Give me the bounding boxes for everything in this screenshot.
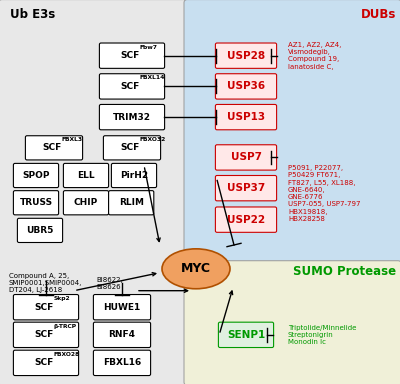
FancyBboxPatch shape — [100, 74, 165, 99]
Text: SUMO Protease: SUMO Protease — [293, 265, 396, 278]
Text: SCF: SCF — [34, 330, 54, 339]
Text: BI8622,
BI8626: BI8622, BI8626 — [96, 277, 123, 291]
Text: Triptolide/Minnelide
Streptonigrin
Monodin Ic: Triptolide/Minnelide Streptonigrin Monod… — [288, 324, 356, 345]
FancyBboxPatch shape — [14, 350, 79, 376]
FancyBboxPatch shape — [14, 322, 79, 348]
FancyBboxPatch shape — [18, 218, 62, 243]
FancyBboxPatch shape — [184, 261, 400, 384]
Text: β-TRCP: β-TRCP — [54, 324, 77, 329]
Text: FBXL3: FBXL3 — [62, 137, 83, 142]
Text: DUBs: DUBs — [361, 8, 396, 22]
FancyBboxPatch shape — [215, 43, 277, 68]
Text: Compound A, 25,
SMIP0001,SMIP0004,
DT204, LJ-2618: Compound A, 25, SMIP0001,SMIP0004, DT204… — [9, 273, 82, 293]
Text: UBR5: UBR5 — [26, 226, 54, 235]
FancyBboxPatch shape — [103, 136, 161, 160]
FancyBboxPatch shape — [14, 164, 58, 187]
Text: SPOP: SPOP — [22, 171, 50, 180]
Text: SCF: SCF — [42, 143, 62, 152]
FancyBboxPatch shape — [26, 136, 83, 160]
Text: TRIM32: TRIM32 — [113, 113, 151, 122]
FancyBboxPatch shape — [14, 295, 79, 320]
Text: TRUSS: TRUSS — [20, 198, 52, 207]
Text: SCF: SCF — [34, 358, 54, 367]
Text: PirH2: PirH2 — [120, 171, 148, 180]
Text: SCF: SCF — [120, 143, 140, 152]
FancyBboxPatch shape — [215, 145, 277, 170]
Text: USP36: USP36 — [227, 81, 265, 91]
FancyBboxPatch shape — [109, 191, 154, 215]
Text: MYC: MYC — [181, 262, 211, 275]
FancyBboxPatch shape — [218, 322, 274, 348]
FancyBboxPatch shape — [215, 104, 277, 130]
FancyBboxPatch shape — [100, 104, 165, 130]
FancyBboxPatch shape — [93, 350, 150, 376]
FancyBboxPatch shape — [100, 43, 165, 68]
FancyBboxPatch shape — [0, 0, 187, 384]
Text: Skp2: Skp2 — [54, 296, 70, 301]
FancyBboxPatch shape — [215, 175, 277, 201]
Text: SENP1: SENP1 — [227, 330, 265, 340]
FancyBboxPatch shape — [111, 164, 157, 187]
FancyBboxPatch shape — [93, 322, 150, 348]
Text: SCF: SCF — [120, 51, 140, 60]
Text: P5091, P22077,
P50429 FT671,
FT827, L55, XL188,
GNE-6640,
GNE-6776
USP7-055, USP: P5091, P22077, P50429 FT671, FT827, L55,… — [288, 165, 360, 222]
Text: USP22: USP22 — [227, 215, 265, 225]
Text: USP37: USP37 — [227, 183, 265, 193]
FancyBboxPatch shape — [215, 74, 277, 99]
Text: RLIM: RLIM — [119, 198, 144, 207]
Text: RNF4: RNF4 — [108, 330, 136, 339]
Text: Ub E3s: Ub E3s — [10, 8, 55, 22]
Text: CHIP: CHIP — [74, 198, 98, 207]
FancyBboxPatch shape — [14, 191, 58, 215]
Text: FBXL16: FBXL16 — [103, 358, 141, 367]
Ellipse shape — [162, 249, 230, 289]
FancyBboxPatch shape — [63, 164, 108, 187]
Text: SCF: SCF — [120, 82, 140, 91]
Text: FBXO32: FBXO32 — [140, 137, 166, 142]
FancyBboxPatch shape — [215, 207, 277, 232]
Text: HUWE1: HUWE1 — [103, 303, 141, 312]
Text: USP7: USP7 — [230, 152, 262, 162]
Text: AZ1, AZ2, AZ4,
Vismodegib,
Compound 19,
lanatoside C,: AZ1, AZ2, AZ4, Vismodegib, Compound 19, … — [288, 42, 341, 70]
Text: ELL: ELL — [77, 171, 95, 180]
FancyBboxPatch shape — [63, 191, 108, 215]
FancyBboxPatch shape — [93, 295, 150, 320]
FancyBboxPatch shape — [184, 0, 400, 264]
Text: Fbw7: Fbw7 — [140, 45, 158, 50]
Text: SCF: SCF — [34, 303, 54, 312]
Text: FBXL14: FBXL14 — [140, 75, 165, 80]
Text: USP13: USP13 — [227, 112, 265, 122]
Text: USP28: USP28 — [227, 51, 265, 61]
Text: FBXO28: FBXO28 — [54, 352, 80, 357]
